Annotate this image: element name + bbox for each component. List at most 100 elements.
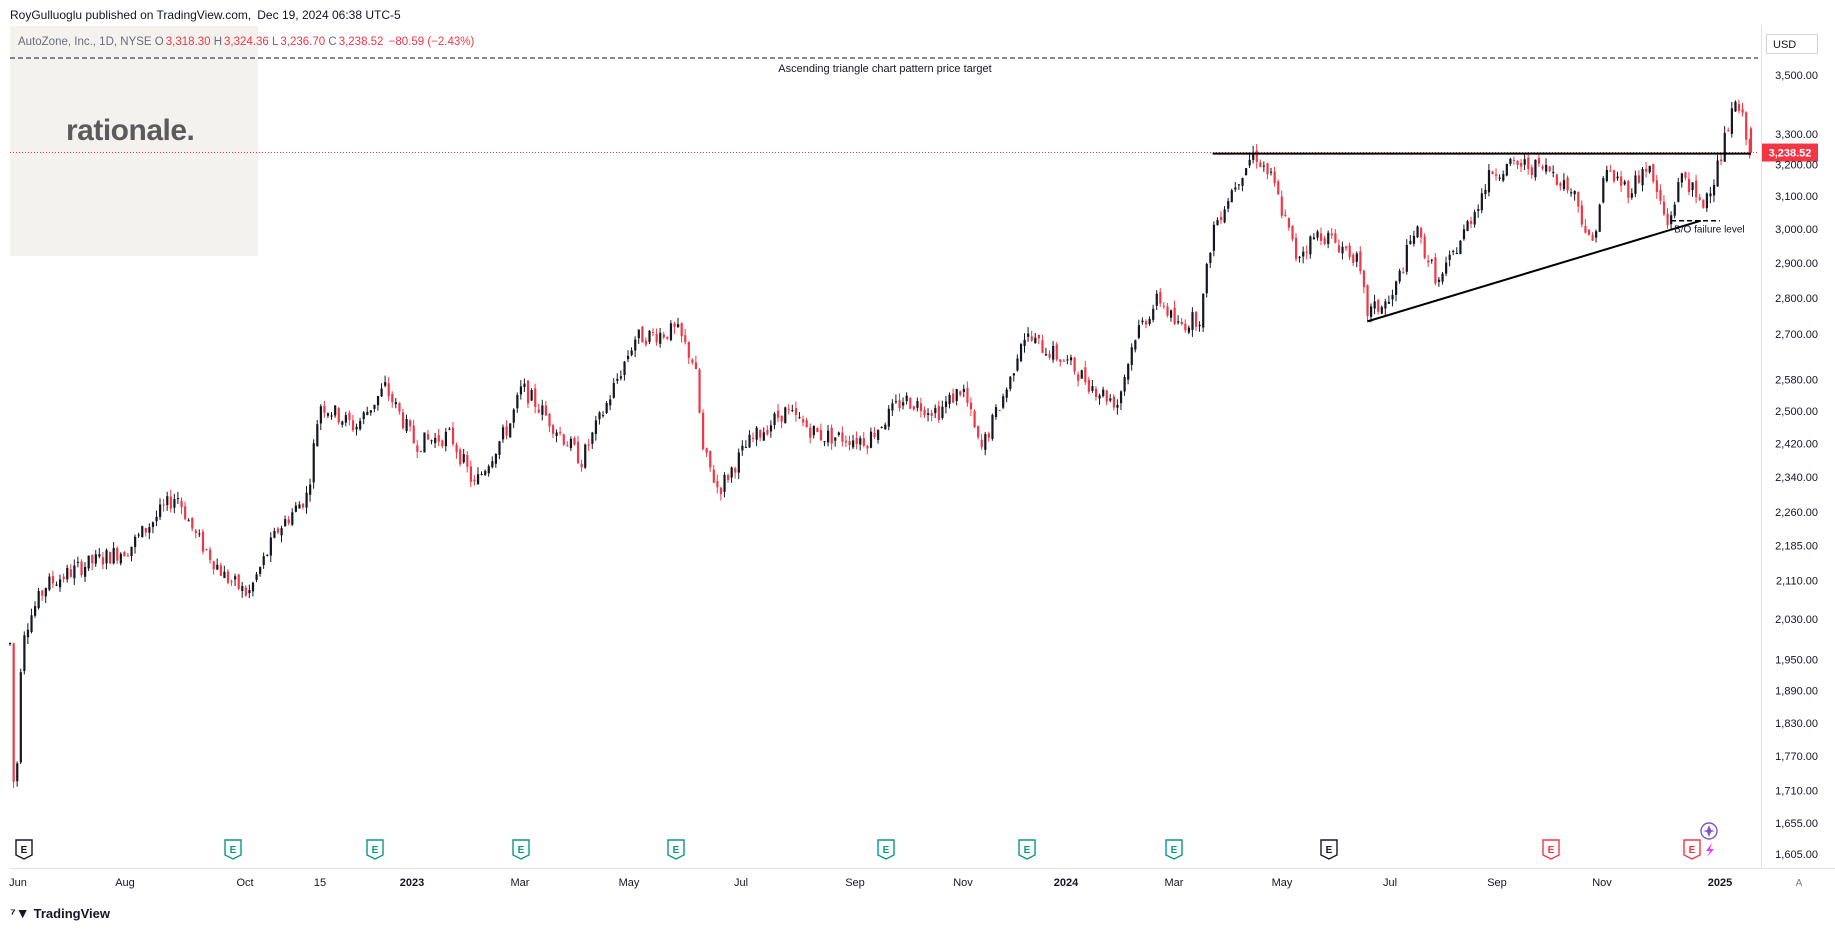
candle-body bbox=[1384, 301, 1387, 309]
candle-body bbox=[880, 427, 883, 429]
candle-body bbox=[1412, 235, 1416, 244]
candle-body bbox=[873, 433, 876, 438]
earnings-event-icon bbox=[667, 839, 685, 860]
candle-body bbox=[905, 395, 908, 402]
candle-body bbox=[737, 452, 740, 473]
price-tick-label: 1,890.00 bbox=[1775, 686, 1818, 698]
candle-body bbox=[769, 425, 773, 432]
candle-body bbox=[623, 361, 626, 376]
candle-body bbox=[548, 413, 551, 427]
candle-body bbox=[673, 323, 676, 327]
candle-body bbox=[837, 432, 840, 435]
candle-body bbox=[1037, 334, 1040, 339]
candle-body bbox=[609, 399, 612, 406]
candle-body bbox=[1423, 236, 1426, 258]
candle-body bbox=[1534, 159, 1537, 178]
candle-body bbox=[902, 402, 905, 406]
time-tick-label: 2024 bbox=[1054, 877, 1079, 889]
candle-body bbox=[112, 548, 115, 564]
candle-body bbox=[276, 528, 280, 533]
candle-body bbox=[1430, 259, 1433, 261]
candle-body bbox=[1437, 279, 1441, 282]
candle-body bbox=[423, 432, 426, 453]
candle-body bbox=[991, 414, 994, 439]
time-tick-label: Jul bbox=[734, 877, 748, 889]
candle-body bbox=[194, 530, 197, 534]
candle-body bbox=[26, 629, 30, 638]
candle-body bbox=[323, 405, 326, 413]
candle-body bbox=[187, 520, 190, 522]
candle-body bbox=[598, 412, 601, 420]
candle-body bbox=[55, 584, 58, 586]
candle-body bbox=[1712, 184, 1716, 196]
candle-body bbox=[1205, 263, 1208, 294]
candle-body bbox=[301, 503, 305, 508]
candle-body bbox=[1237, 184, 1241, 186]
candle-body bbox=[62, 576, 65, 580]
candle-body bbox=[251, 582, 255, 592]
candle-body bbox=[1105, 390, 1108, 402]
price-tick-label: 2,260.00 bbox=[1775, 507, 1818, 519]
candle-body bbox=[1452, 251, 1455, 253]
candle-body bbox=[712, 469, 715, 483]
candle-body bbox=[484, 471, 487, 475]
candle-body bbox=[1570, 192, 1573, 194]
candle-body bbox=[719, 487, 723, 495]
candle-body bbox=[523, 383, 526, 388]
candle-body bbox=[1337, 245, 1341, 253]
candle-body bbox=[1677, 182, 1680, 202]
candle-body bbox=[1019, 344, 1023, 362]
candle-body bbox=[1748, 139, 1751, 156]
change-value: −80.59 (−2.43%) bbox=[388, 36, 475, 48]
price-tick-label: 2,800.00 bbox=[1775, 293, 1818, 305]
candle-body bbox=[977, 426, 980, 438]
candle-body bbox=[862, 438, 865, 446]
candle-body bbox=[244, 587, 247, 596]
candle-body bbox=[1480, 193, 1483, 211]
candle-body bbox=[816, 427, 819, 433]
candle-body bbox=[1091, 386, 1094, 391]
symbol-name[interactable]: AutoZone, Inc., 1D, NYSE bbox=[18, 36, 152, 48]
price-tick-label: 1,950.00 bbox=[1775, 654, 1818, 666]
candle-body bbox=[1191, 312, 1194, 330]
low-label: L bbox=[272, 36, 279, 48]
time-tick-label: Nov bbox=[953, 877, 973, 889]
failure-level-label: B/O failure level bbox=[1674, 225, 1745, 236]
candle-body bbox=[1223, 209, 1226, 223]
candle-body bbox=[87, 555, 90, 569]
candle-body bbox=[1277, 181, 1280, 195]
candle-body bbox=[1709, 193, 1712, 197]
candle-body bbox=[126, 555, 130, 557]
candle-body bbox=[1584, 226, 1587, 233]
candle-body bbox=[1591, 235, 1594, 241]
candle-body bbox=[894, 401, 898, 403]
candle-body bbox=[473, 479, 476, 482]
candle-body bbox=[1230, 190, 1233, 203]
candle-body bbox=[755, 427, 758, 440]
candle-body bbox=[434, 437, 437, 444]
candle-body bbox=[373, 404, 376, 409]
candle-body bbox=[1623, 181, 1626, 185]
candle-body bbox=[466, 455, 469, 467]
candle-body bbox=[1219, 216, 1223, 221]
time-tick-label: Oct bbox=[236, 877, 253, 889]
candle-body bbox=[159, 504, 162, 518]
candle-body bbox=[1680, 173, 1683, 183]
candle-body bbox=[144, 528, 147, 533]
candle-body bbox=[973, 411, 976, 428]
price-tick-label: 2,700.00 bbox=[1775, 329, 1818, 341]
candle-body bbox=[1409, 240, 1412, 245]
candle-body bbox=[137, 534, 140, 536]
time-tick-label: 2025 bbox=[1708, 877, 1732, 889]
candle-body bbox=[1562, 180, 1566, 190]
candle-body bbox=[1545, 164, 1548, 172]
candle-body bbox=[698, 369, 701, 413]
candle-body bbox=[444, 431, 448, 447]
candle-body bbox=[1102, 389, 1105, 396]
candle-body bbox=[66, 567, 69, 580]
currency-selector[interactable]: USD bbox=[1766, 34, 1818, 54]
candle-body bbox=[919, 403, 923, 411]
candle-body bbox=[1491, 171, 1494, 175]
auto-scale-button[interactable]: A bbox=[1795, 878, 1803, 889]
